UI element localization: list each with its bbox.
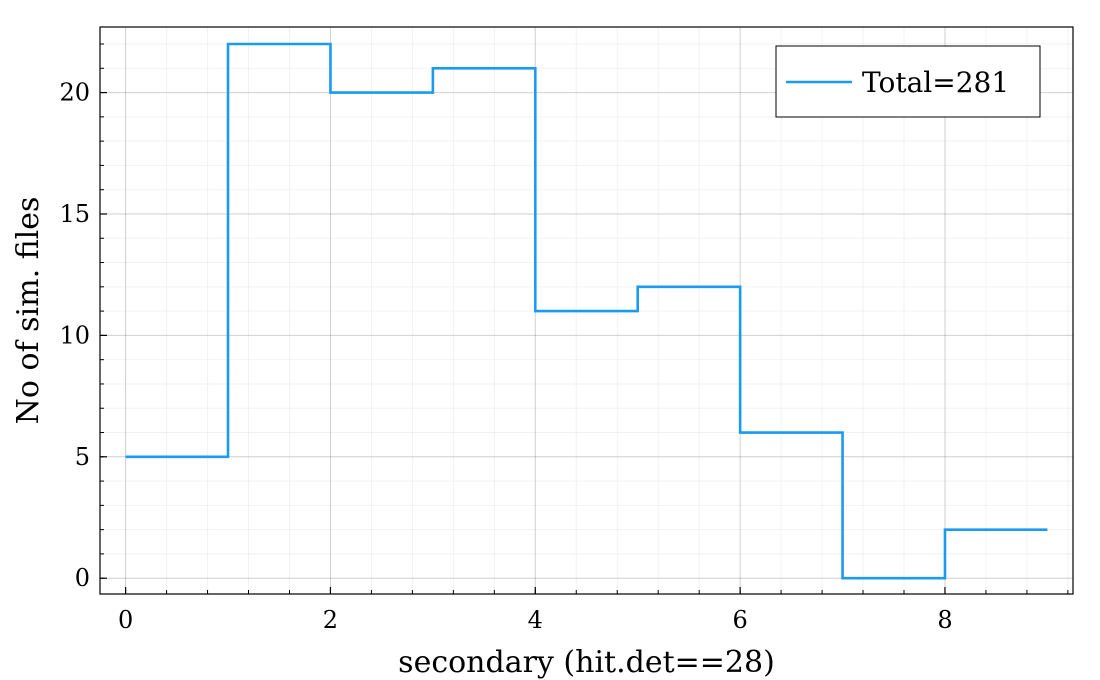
y-tick-label: 5: [75, 443, 90, 471]
legend-entry-total: Total=281: [862, 66, 1009, 99]
x-axis-label: secondary (hit.det==28): [398, 645, 775, 680]
x-tick-label: 0: [118, 606, 133, 634]
x-tick-label: 4: [528, 606, 543, 634]
plot-area-frame: [99, 26, 1074, 595]
legend: Total=281: [775, 45, 1041, 118]
series-group: [125, 42, 1048, 580]
y-axis-label: No of sim. files: [11, 197, 46, 425]
y-tick-labels: 0 5 10 15 20: [59, 79, 90, 593]
axis-ticks: [100, 43, 1069, 594]
x-tick-label: 6: [732, 606, 747, 634]
y-tick-label: 0: [75, 564, 90, 592]
y-tick-label: 20: [59, 79, 90, 107]
x-tick-labels: 0 2 4 6 8: [118, 606, 953, 634]
y-tick-label: 15: [59, 200, 90, 228]
y-tick-label: 10: [59, 321, 90, 349]
x-tick-label: 8: [937, 606, 952, 634]
x-tick-label: 2: [323, 606, 338, 634]
series-line-total: [125, 42, 1048, 580]
